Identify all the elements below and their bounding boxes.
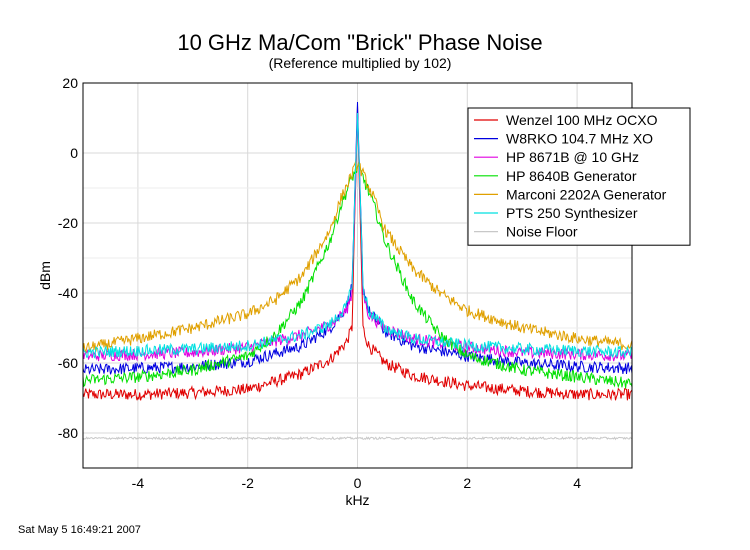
legend-entry: Noise Floor xyxy=(506,224,578,240)
series-line xyxy=(82,112,633,360)
chart-title: 10 GHz Ma/Com "Brick" Phase Noise xyxy=(177,30,543,55)
plot-frame xyxy=(82,82,633,469)
x-tick-label: -4 xyxy=(132,475,145,491)
legend-entry: Marconi 2202A Generator xyxy=(506,186,667,202)
legend-entry: PTS 250 Synthesizer xyxy=(506,205,638,221)
series-line xyxy=(82,436,633,441)
chart-subtitle: (Reference multiplied by 102) xyxy=(268,55,452,71)
y-tick-label: -80 xyxy=(58,425,78,441)
x-tick-label: -2 xyxy=(241,475,254,491)
x-tick-label: 2 xyxy=(463,475,471,491)
y-axis-label: dBm xyxy=(37,261,53,290)
x-axis-label: kHz xyxy=(345,492,369,508)
y-tick-label: 20 xyxy=(62,75,78,91)
legend-entry: Wenzel 100 MHz OCXO xyxy=(506,112,658,128)
series-line xyxy=(82,161,633,354)
legend-entry: HP 8671B @ 10 GHz xyxy=(506,149,639,165)
y-tick-label: -60 xyxy=(58,355,78,371)
legend-entry: W8RKO 104.7 MHz XO xyxy=(506,131,653,147)
y-tick-label: 0 xyxy=(70,145,78,161)
y-tick-label: -40 xyxy=(58,285,78,301)
y-tick-label: -20 xyxy=(58,215,78,231)
x-tick-label: 4 xyxy=(573,475,581,491)
x-tick-label: 0 xyxy=(354,475,362,491)
timestamp: Sat May 5 16:49:21 2007 xyxy=(18,524,141,536)
legend-entry: HP 8640B Generator xyxy=(506,168,637,184)
legend-box xyxy=(467,107,691,246)
